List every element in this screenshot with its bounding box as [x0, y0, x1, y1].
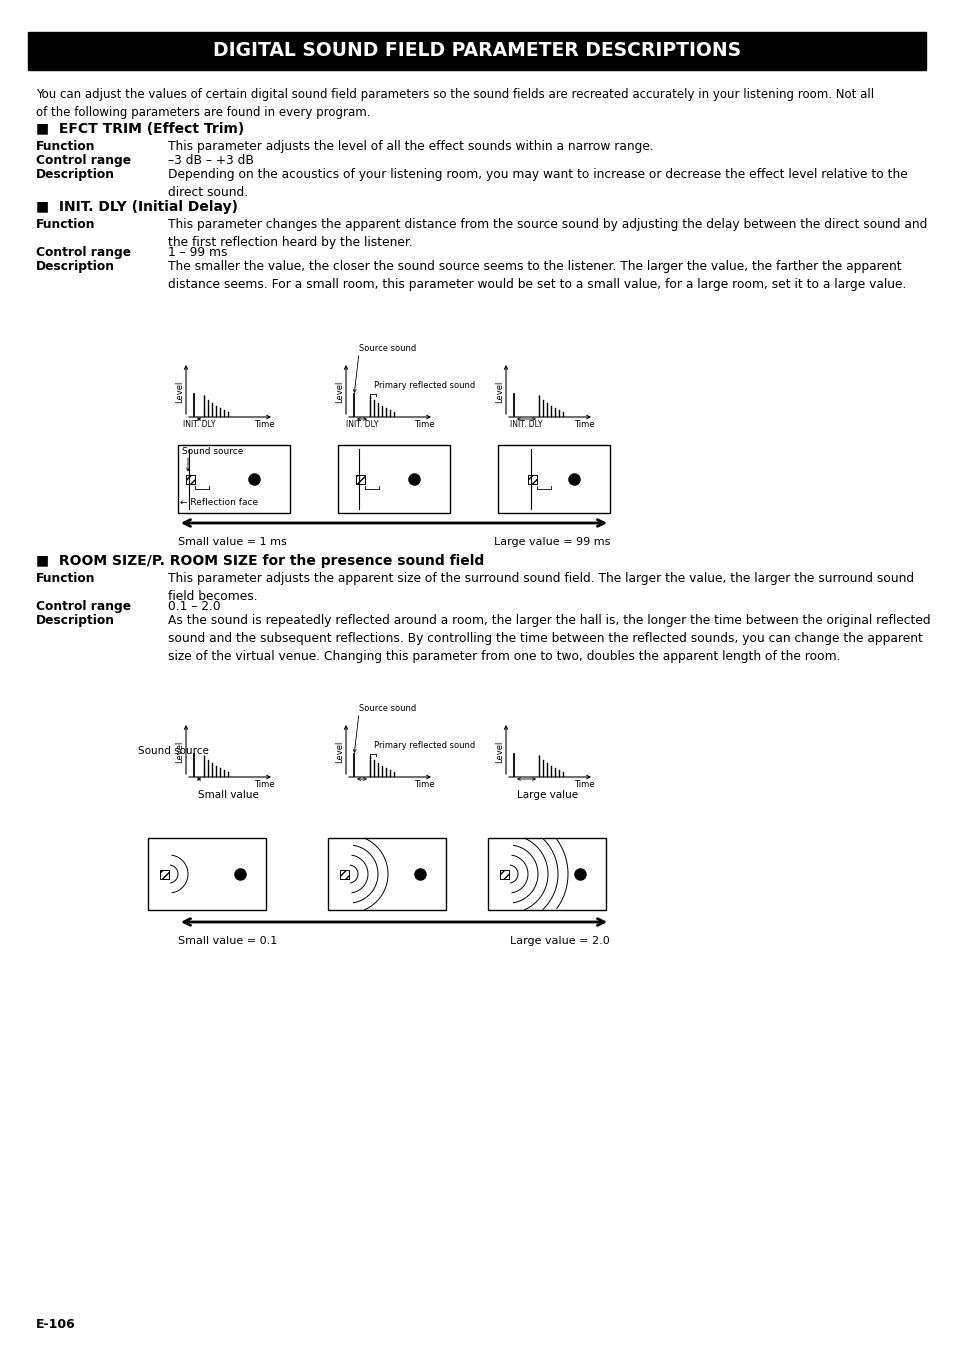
- Text: Level: Level: [335, 740, 344, 763]
- Text: ■  EFCT TRIM (Effect Trim): ■ EFCT TRIM (Effect Trim): [36, 122, 244, 136]
- Text: ■  ROOM SIZE/P. ROOM SIZE for the presence sound field: ■ ROOM SIZE/P. ROOM SIZE for the presenc…: [36, 554, 484, 567]
- Bar: [160, 870, 169, 878]
- Text: INIT. DLY: INIT. DLY: [510, 420, 542, 430]
- Text: Small value: Small value: [197, 790, 258, 800]
- Text: Level: Level: [335, 381, 344, 403]
- Text: This parameter adjusts the level of all the effect sounds within a narrow range.: This parameter adjusts the level of all …: [168, 141, 653, 153]
- Bar: [497, 444, 609, 513]
- Text: Large value = 99 ms: Large value = 99 ms: [493, 536, 609, 547]
- Text: –3 dB – +3 dB: –3 dB – +3 dB: [168, 154, 253, 168]
- Text: Large value: Large value: [517, 790, 578, 800]
- Bar: [527, 474, 537, 484]
- Text: Source sound: Source sound: [358, 704, 416, 713]
- Text: Function: Function: [36, 218, 95, 231]
- Text: Time: Time: [254, 420, 274, 430]
- Bar: [328, 838, 446, 911]
- Text: Large value = 2.0: Large value = 2.0: [510, 936, 609, 946]
- Text: This parameter changes the apparent distance from the source sound by adjusting : This parameter changes the apparent dist…: [168, 218, 926, 249]
- Text: Control range: Control range: [36, 154, 131, 168]
- Bar: [355, 474, 365, 484]
- Text: Time: Time: [574, 780, 595, 789]
- Text: As the sound is repeatedly reflected around a room, the larger the hall is, the : As the sound is repeatedly reflected aro…: [168, 613, 929, 663]
- Text: Level: Level: [175, 381, 184, 403]
- Text: Description: Description: [36, 259, 115, 273]
- Bar: [186, 474, 194, 484]
- Bar: [178, 444, 290, 513]
- Text: The smaller the value, the closer the sound source seems to the listener. The la: The smaller the value, the closer the so…: [168, 259, 905, 290]
- Text: Description: Description: [36, 613, 115, 627]
- Text: Time: Time: [414, 780, 435, 789]
- Text: INIT. DLY: INIT. DLY: [183, 420, 215, 430]
- Text: INIT. DLY: INIT. DLY: [345, 420, 377, 430]
- Bar: [148, 838, 266, 911]
- Bar: [339, 870, 349, 878]
- Text: Description: Description: [36, 168, 115, 181]
- Text: Small value = 1 ms: Small value = 1 ms: [178, 536, 287, 547]
- Bar: [488, 838, 605, 911]
- Bar: [28, 32, 925, 70]
- Text: Small value = 0.1: Small value = 0.1: [178, 936, 277, 946]
- Text: This parameter adjusts the apparent size of the surround sound field. The larger: This parameter adjusts the apparent size…: [168, 571, 913, 603]
- Text: Time: Time: [574, 420, 595, 430]
- Text: Function: Function: [36, 141, 95, 153]
- Text: Depending on the acoustics of your listening room, you may want to increase or d: Depending on the acoustics of your liste…: [168, 168, 907, 199]
- Bar: [337, 444, 450, 513]
- Text: Primary reflected sound: Primary reflected sound: [374, 381, 475, 390]
- Text: E-106: E-106: [36, 1319, 75, 1331]
- Text: Control range: Control range: [36, 600, 131, 613]
- Text: Sound source: Sound source: [138, 746, 209, 757]
- Text: ■  INIT. DLY (Initial Delay): ■ INIT. DLY (Initial Delay): [36, 200, 237, 213]
- Text: Level: Level: [495, 740, 504, 763]
- Text: Control range: Control range: [36, 246, 131, 259]
- Text: ← Reflection face: ← Reflection face: [180, 499, 258, 507]
- Text: Time: Time: [414, 420, 435, 430]
- Bar: [499, 870, 509, 878]
- Text: DIGITAL SOUND FIELD PARAMETER DESCRIPTIONS: DIGITAL SOUND FIELD PARAMETER DESCRIPTIO…: [213, 42, 740, 61]
- Text: Function: Function: [36, 571, 95, 585]
- Text: Time: Time: [254, 780, 274, 789]
- Text: Primary reflected sound: Primary reflected sound: [374, 740, 475, 750]
- Text: Source sound: Source sound: [358, 345, 416, 353]
- Text: You can adjust the values of certain digital sound field parameters so the sound: You can adjust the values of certain dig…: [36, 88, 873, 119]
- Text: 1 – 99 ms: 1 – 99 ms: [168, 246, 227, 259]
- Text: Sound source: Sound source: [182, 447, 243, 457]
- Text: 0.1 – 2.0: 0.1 – 2.0: [168, 600, 220, 613]
- Text: Level: Level: [495, 381, 504, 403]
- Text: Level: Level: [175, 740, 184, 763]
